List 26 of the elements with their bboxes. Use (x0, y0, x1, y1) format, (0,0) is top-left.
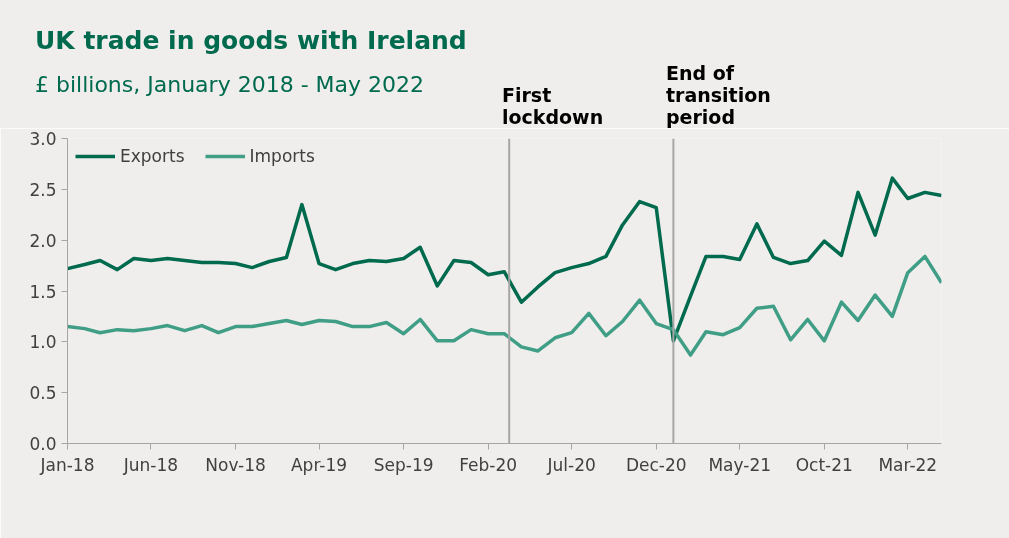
legend-label: Imports (249, 146, 315, 166)
x-tick-label: Dec-20 (625, 454, 687, 475)
y-tick-label: 1.5 (29, 281, 57, 302)
x-tick-label: Jun-18 (122, 454, 179, 475)
x-tick-label: Feb-20 (459, 454, 518, 475)
x-tick-label: Oct-21 (795, 454, 853, 475)
x-tick-label: Mar-22 (878, 454, 938, 475)
x-tick-label: Nov-18 (205, 454, 266, 475)
x-tick-label: Jan-18 (39, 454, 95, 475)
y-tick-label: 0.5 (29, 383, 57, 404)
ref-line-label: End of transition period (666, 62, 771, 128)
y-tick-label: 0.0 (29, 434, 57, 454)
chart-title: UK trade in goods with Ireland (35, 26, 467, 55)
x-tick-label: May-21 (708, 454, 772, 475)
x-tick-label: Apr-19 (290, 454, 348, 475)
x-tick-label: Jul-20 (546, 454, 596, 475)
ref-line-label: First lockdown (502, 84, 604, 128)
line-series (67, 254, 942, 357)
legend-label: Exports (120, 146, 185, 166)
line-series (67, 176, 942, 343)
x-tick-label: Sep-19 (373, 454, 434, 475)
y-tick-label: 2.0 (29, 230, 57, 251)
chart-subtitle: £ billions, January 2018 - May 2022 (35, 72, 425, 97)
y-tick-label: 2.5 (29, 179, 57, 200)
y-tick-label: 3.0 (29, 129, 57, 149)
y-tick-label: 1.0 (29, 332, 57, 353)
